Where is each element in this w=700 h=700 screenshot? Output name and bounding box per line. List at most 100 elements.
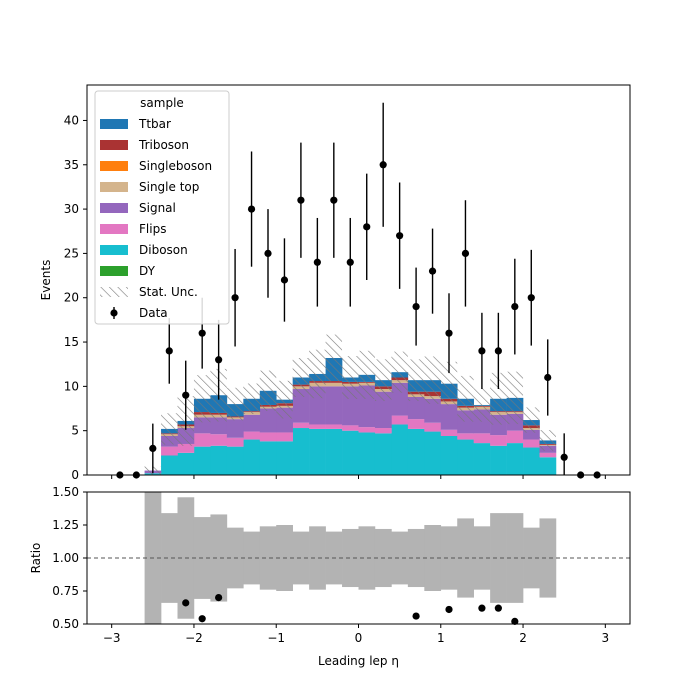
ratio-band-10 <box>309 526 326 590</box>
stat-unc-13 <box>358 350 375 399</box>
ratio-unc-band <box>144 492 557 624</box>
ratio-point-4 <box>445 605 453 614</box>
bar-diboson-6 <box>243 439 261 475</box>
legend-label-diboson: Diboson <box>139 243 188 257</box>
ratio-band-15 <box>391 531 409 585</box>
bar-diboson-16 <box>407 428 425 475</box>
stat-unc-7 <box>259 370 277 412</box>
legend-marker-triboson <box>100 140 128 150</box>
ratio-xtick-label-1: 1 <box>437 631 445 645</box>
bar-diboson-13 <box>358 432 376 475</box>
main-x-ticks <box>111 475 606 479</box>
stat-unc-17 <box>424 356 441 404</box>
legend-label-stat-unc-: Stat. Unc. <box>139 285 198 299</box>
stat-unc-24 <box>539 430 556 451</box>
bar-signal-17 <box>424 398 442 423</box>
stat-unc-8 <box>276 380 293 419</box>
ratio-band-4 <box>210 514 228 602</box>
bar-flips-20 <box>473 433 491 444</box>
legend-marker-flips <box>100 224 128 234</box>
bar-signal-23 <box>523 429 540 440</box>
ratio-ytick-label-0: 0.50 <box>52 617 79 631</box>
bar-diboson-4 <box>210 445 228 475</box>
ratio-point-6 <box>494 604 502 612</box>
data-point-27 <box>560 453 568 461</box>
bar-flips-6 <box>243 431 261 440</box>
bar-flips-4 <box>210 434 228 446</box>
bar-diboson-10 <box>309 428 326 475</box>
data-point-2 <box>149 444 157 453</box>
ratio-xtick-label-2: 2 <box>519 631 527 645</box>
data-point-25 <box>527 294 535 302</box>
bar-diboson-3 <box>193 446 211 475</box>
bar-signal-6 <box>243 414 261 432</box>
bar-diboson-14 <box>374 433 392 475</box>
bar-diboson-8 <box>276 441 293 475</box>
main-ytick-label-35: 35 <box>64 158 79 172</box>
ratio-points <box>182 594 519 625</box>
main-ytick-label-30: 30 <box>64 202 79 216</box>
ratio-point-5 <box>478 604 486 612</box>
bar-flips-19 <box>457 433 474 440</box>
data-point-18 <box>412 302 420 311</box>
ratio-ytick-label-4: 1.50 <box>52 485 79 499</box>
legend-marker-single-top <box>100 182 128 192</box>
bar-diboson-20 <box>473 443 491 475</box>
ratio-band-7 <box>259 526 277 590</box>
data-point-20 <box>445 329 453 337</box>
data-point-11 <box>297 196 305 204</box>
main-ytick-label-20: 20 <box>64 291 79 305</box>
bar-signal-4 <box>210 417 228 435</box>
bar-triboson-11 <box>325 381 343 383</box>
main-ytick-label-25: 25 <box>64 246 79 260</box>
data-point-9 <box>264 249 272 258</box>
ratio-xtick-label--1: −1 <box>267 631 285 645</box>
bar-flips-8 <box>276 432 293 442</box>
bar-flips-16 <box>407 419 425 429</box>
bar-flips-12 <box>342 425 359 431</box>
main-y-ticks: 0 5 10 15 20 25 30 35 40 <box>64 113 87 482</box>
bar-diboson-15 <box>391 424 409 475</box>
bar-flips-17 <box>424 422 442 432</box>
data-point-19 <box>428 267 437 275</box>
stat-unc-5 <box>226 387 244 421</box>
stat-unc-14 <box>374 359 392 402</box>
main-ytick-label-40: 40 <box>64 113 79 127</box>
stat-unc-6 <box>243 383 260 415</box>
data-point-4 <box>182 391 190 399</box>
data-point-12 <box>313 258 321 266</box>
bar-flips-14 <box>374 428 392 434</box>
stat-unc-11 <box>325 334 343 382</box>
data-point-26 <box>544 373 552 382</box>
data-point-21 <box>461 249 470 258</box>
stat-unc-15 <box>391 351 408 393</box>
stat-unc-19 <box>457 375 474 422</box>
data-point-23 <box>494 347 502 355</box>
stat-unc-23 <box>523 407 540 433</box>
ratio-xtick-label--3: −3 <box>103 631 121 645</box>
legend-marker-signal <box>100 203 128 213</box>
legend-marker-ttbar <box>100 119 128 129</box>
x-axis-label: Leading lep η <box>318 654 399 668</box>
bar-flips-9 <box>292 422 310 429</box>
ratio-point-7 <box>511 617 519 625</box>
stat-unc-3 <box>193 375 211 423</box>
ratio-band-13 <box>358 526 376 590</box>
bar-diboson-5 <box>226 446 244 475</box>
stat-unc-12 <box>342 356 359 399</box>
data-point-13 <box>330 196 338 204</box>
bar-diboson-7 <box>259 441 277 475</box>
bar-signal-18 <box>440 404 458 430</box>
legend-label-data: Data <box>139 306 168 320</box>
legend-label-singleboson: Singleboson <box>139 159 212 173</box>
legend-label-single-top: Single top <box>139 180 199 194</box>
stat-unc-22 <box>506 371 524 425</box>
ratio-band-24 <box>539 518 557 598</box>
legend-marker-data <box>110 309 118 317</box>
bar-diboson-21 <box>490 445 507 475</box>
main-y-axis-label: Events <box>39 260 53 301</box>
ratio-point-1 <box>198 615 206 623</box>
bar-diboson-1 <box>161 455 178 475</box>
data-point-15 <box>363 223 371 231</box>
bar-signal-9 <box>292 389 310 423</box>
